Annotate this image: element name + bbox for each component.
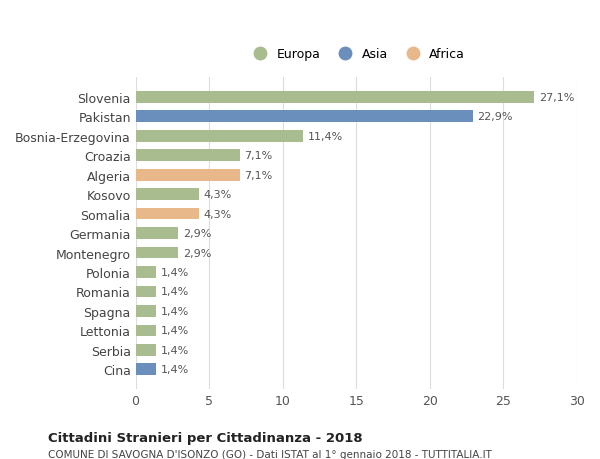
Text: 7,1%: 7,1% [245,151,273,161]
Text: 2,9%: 2,9% [182,229,211,239]
Text: 1,4%: 1,4% [161,326,189,336]
Text: 1,4%: 1,4% [161,364,189,375]
Text: Cittadini Stranieri per Cittadinanza - 2018: Cittadini Stranieri per Cittadinanza - 2… [48,431,362,444]
Text: 27,1%: 27,1% [539,93,574,103]
Text: 4,3%: 4,3% [203,209,232,219]
Bar [136,364,156,375]
Text: 1,4%: 1,4% [161,268,189,277]
Bar [136,111,473,123]
Bar [136,247,178,259]
Bar [136,305,156,317]
Text: 11,4%: 11,4% [308,131,343,141]
Text: 1,4%: 1,4% [161,306,189,316]
Text: 1,4%: 1,4% [161,287,189,297]
Bar [136,131,304,142]
Text: 7,1%: 7,1% [245,170,273,180]
Legend: Europa, Asia, Africa: Europa, Asia, Africa [243,43,470,66]
Bar [136,208,199,220]
Bar [136,150,240,162]
Bar [136,325,156,336]
Text: 1,4%: 1,4% [161,345,189,355]
Text: 2,9%: 2,9% [182,248,211,258]
Text: 4,3%: 4,3% [203,190,232,200]
Bar [136,228,178,240]
Bar [136,92,535,103]
Text: COMUNE DI SAVOGNA D'ISONZO (GO) - Dati ISTAT al 1° gennaio 2018 - TUTTITALIA.IT: COMUNE DI SAVOGNA D'ISONZO (GO) - Dati I… [48,449,492,459]
Bar [136,286,156,297]
Bar [136,169,240,181]
Text: 22,9%: 22,9% [477,112,512,122]
Bar [136,344,156,356]
Bar [136,267,156,278]
Bar [136,189,199,201]
